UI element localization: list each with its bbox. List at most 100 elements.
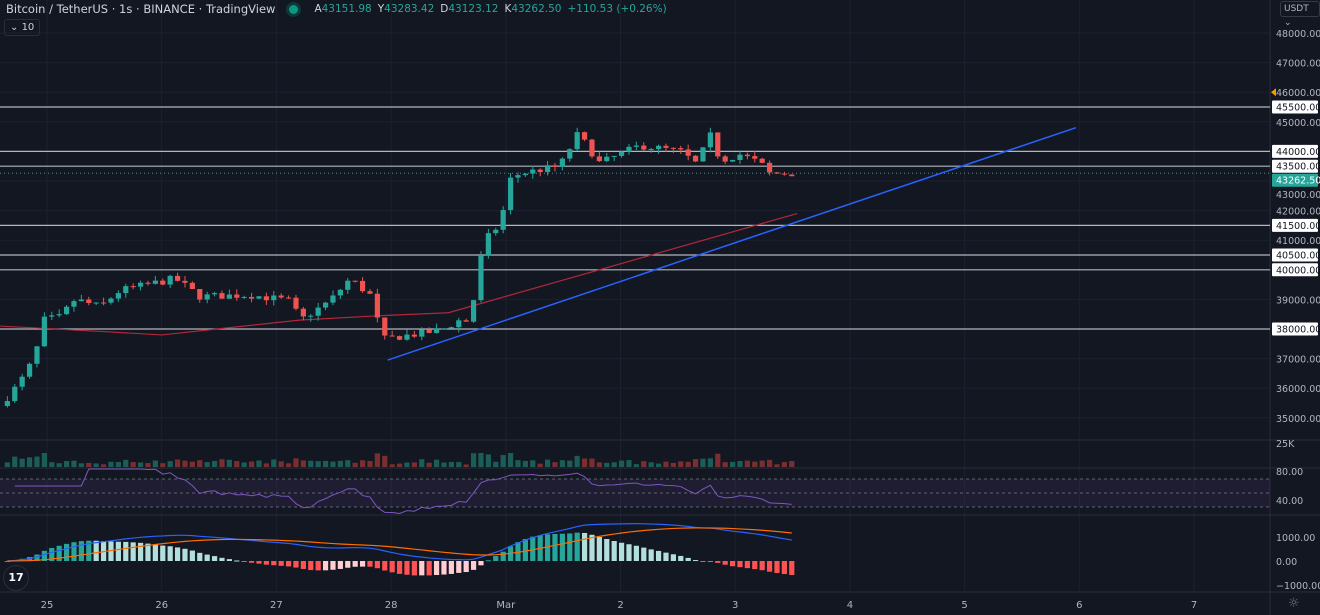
price-tick-label: 48000.00: [1276, 29, 1320, 40]
volume-bar: [56, 463, 62, 467]
level-price-badge: [1272, 144, 1318, 158]
candle-body: [152, 280, 158, 284]
symbol-legend: Bitcoin / TetherUS · 1s · BINANCE · Trad…: [6, 2, 667, 16]
volume-bar: [596, 462, 602, 467]
volume-bar: [71, 460, 77, 467]
volume-bar: [115, 462, 121, 467]
volume-bar: [781, 462, 787, 467]
volume-bar: [174, 459, 181, 467]
alert-marker-icon: [1271, 88, 1276, 97]
price-tick-label: 41000.00: [1276, 236, 1320, 247]
currency-button[interactable]: USDT ⌄: [1280, 1, 1320, 28]
candle-body: [389, 335, 395, 337]
macd-histogram-bar: [219, 557, 225, 561]
volume-bar: [626, 460, 632, 467]
price-tick-label: 37000.00: [1276, 355, 1320, 366]
volume-bar: [752, 461, 758, 467]
macd-histogram-bar: [234, 560, 240, 562]
macd-histogram-bar: [700, 561, 706, 562]
volume-bar: [63, 461, 70, 467]
macd-histogram-bar: [49, 547, 55, 561]
macd-histogram-bar: [633, 545, 639, 561]
tradingview-logo[interactable]: 17: [3, 565, 29, 591]
macd-histogram-bar: [137, 542, 144, 561]
candle-body: [419, 329, 425, 337]
macd-histogram-bar: [34, 554, 40, 561]
macd-histogram-bar: [374, 561, 380, 569]
macd-histogram-bar: [663, 552, 669, 561]
candle-body: [130, 286, 136, 288]
macd-histogram-bar: [263, 561, 269, 565]
macd-tick-label: 0.00: [1276, 557, 1297, 568]
candle-body: [411, 334, 417, 337]
volume-bar: [189, 461, 195, 467]
macd-histogram-bar: [433, 561, 440, 576]
volume-bar: [618, 460, 625, 467]
candle-body: [49, 315, 55, 317]
macd-histogram-bar: [226, 559, 232, 561]
candle-body: [648, 149, 654, 151]
macd-histogram-bar: [352, 561, 358, 567]
macd-histogram-bar: [93, 540, 99, 561]
time-tick-label: 27: [270, 600, 283, 611]
volume-bar: [589, 458, 595, 467]
volume-bar: [78, 463, 84, 467]
candle-body: [478, 255, 484, 301]
candle-body: [71, 301, 77, 307]
volume-bar: [271, 459, 277, 467]
macd-histogram-bar: [752, 561, 758, 570]
macd-histogram-bar: [478, 561, 484, 566]
macd-histogram-bar: [574, 532, 580, 561]
macd-histogram-bar: [470, 561, 477, 570]
macd-histogram-bar: [367, 561, 373, 567]
macd-histogram-bar: [448, 561, 454, 574]
candle-body: [226, 294, 232, 299]
candle-body: [781, 173, 787, 175]
price-tick-label: 42000.00: [1276, 207, 1320, 218]
level-price-badge: [1272, 248, 1318, 262]
volume-bar: [715, 453, 721, 467]
macd-histogram-bar: [71, 542, 77, 561]
volume-bar: [137, 462, 144, 467]
macd-histogram-bar: [41, 550, 47, 561]
candle-body: [426, 329, 432, 333]
candle-body: [396, 336, 403, 340]
symbol-title[interactable]: Bitcoin / TetherUS · 1s · BINANCE · Trad…: [6, 2, 276, 16]
trend-line: [387, 127, 1077, 361]
level-price-badge: [1272, 322, 1318, 336]
candle-body: [678, 148, 684, 150]
time-tick-label: 4: [847, 600, 853, 611]
candle-body: [456, 320, 462, 328]
volume-bar: [4, 462, 10, 467]
macd-histogram-bar: [774, 561, 780, 573]
level-price-label: 44000.00: [1276, 147, 1320, 158]
level-price-label: 38000.00: [1276, 325, 1320, 336]
volume-bar: [330, 461, 336, 467]
time-tick-label: 7: [1191, 600, 1197, 611]
volume-bar: [100, 464, 107, 467]
candle-body: [500, 210, 506, 230]
macd-histogram-bar: [145, 543, 151, 561]
market-status-icon: [289, 4, 299, 14]
macd-histogram-bar: [744, 561, 750, 569]
indicators-toggle-button[interactable]: ⌄ 10: [4, 19, 41, 36]
macd-histogram-bar: [4, 561, 10, 562]
macd-tick-label: −1000.00: [1276, 581, 1320, 592]
price-tick-label: 47000.00: [1276, 59, 1320, 70]
volume-bar: [759, 460, 765, 467]
macd-histogram-bar: [278, 561, 284, 566]
macd-histogram-bar: [707, 561, 713, 562]
macd-histogram-bar: [766, 561, 773, 572]
macd-histogram-bar: [685, 557, 691, 561]
candle-body: [715, 132, 721, 157]
level-price-badge: [1272, 263, 1318, 277]
candle-body: [123, 286, 129, 294]
candle-body: [34, 346, 40, 364]
candle-body: [766, 162, 773, 173]
macd-histogram-bar: [626, 544, 632, 561]
macd-histogram-bar: [618, 542, 625, 561]
macd-histogram-bar: [293, 561, 299, 568]
macd-histogram-bar: [300, 561, 306, 569]
settings-gear-icon[interactable]: ☼: [1288, 596, 1300, 611]
